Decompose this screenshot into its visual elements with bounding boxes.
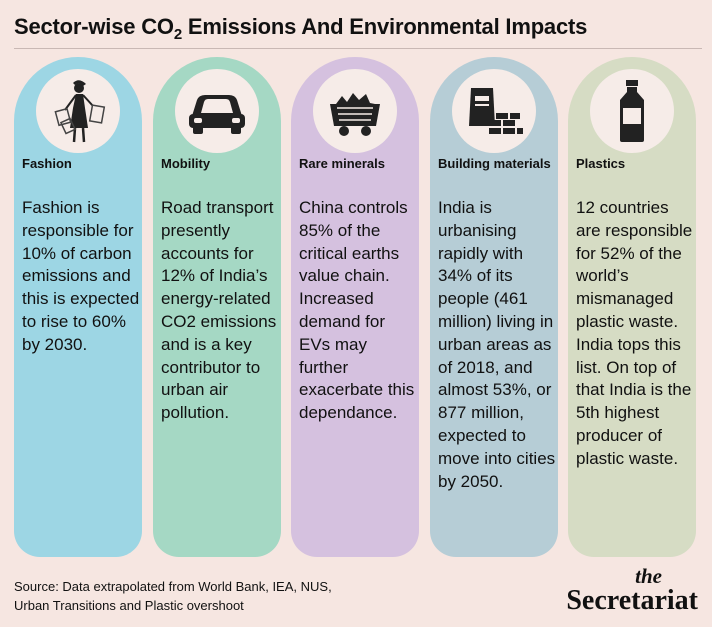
card-category: Fashion [22,156,72,171]
brand-logo: the Secretariat [566,566,698,616]
title-rest: Emissions And Environmental Impacts [181,14,588,39]
shopper-icon [36,69,120,153]
card-category: Plastics [576,156,626,171]
card-text: Fashion is responsible for 10% of carbon… [22,198,140,354]
card-fashion: Fashion Fashion is responsible for 10% o… [14,57,142,557]
title-main: Sector-wise CO [14,14,174,39]
car-icon [175,69,259,153]
page-title: Sector-wise CO2 Emissions And Environmen… [14,14,588,43]
card-text: 12 countries are responsible for 52% of … [576,198,693,468]
card-text: India is urbanising rapidly with 34% of … [438,198,556,491]
card-text: China controls 85% of the critical earth… [299,198,415,423]
card-mobility: Mobility Road transport presently accoun… [153,57,281,557]
card-text: Road transport presently accounts for 12… [161,198,277,423]
mine-cart-icon [313,69,397,153]
plastic-bottle-icon [590,69,674,153]
cement-bricks-icon [452,69,536,153]
brand-the: the [635,564,662,588]
card-category: Mobility [161,156,211,171]
card-plastics: Plastics 12 countries are responsible fo… [568,57,696,557]
source-note: Source: Data extrapolated from World Ban… [14,579,332,613]
card-category: Building materials [438,156,551,171]
title-divider [14,48,702,49]
title-subscript: 2 [173,26,182,43]
brand-name: Secretariat [566,585,698,616]
card-rare-minerals: Rare minerals China controls 85% of the … [291,57,419,557]
card-building-materials: Building materials India is urbanising r… [430,57,558,557]
card-category: Rare minerals [299,156,385,171]
